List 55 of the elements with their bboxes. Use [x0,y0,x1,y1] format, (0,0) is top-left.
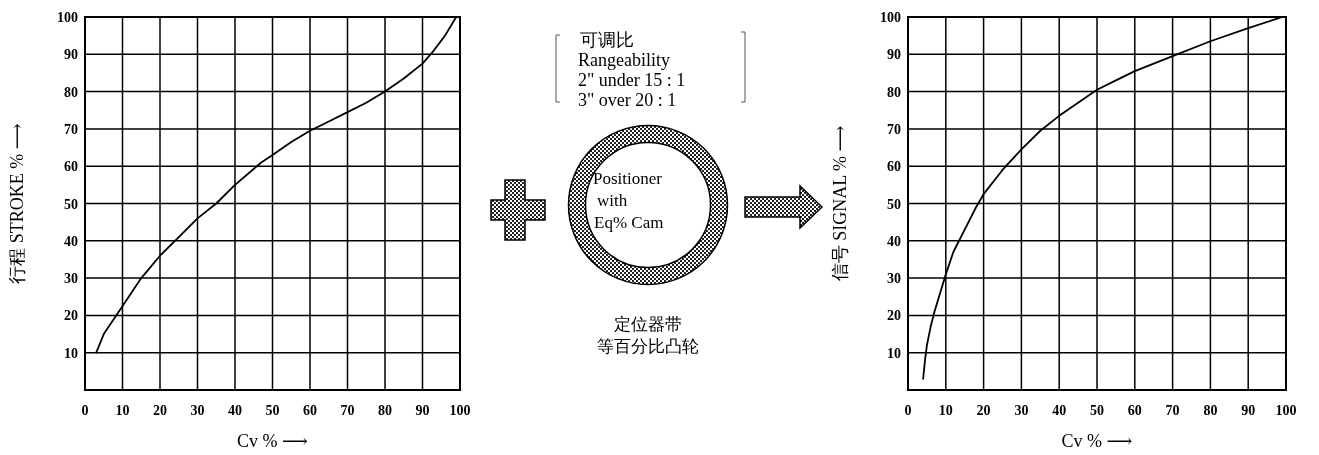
x-axis-title: Cv % ⟶ [237,431,309,451]
y-tick-label: 90 [887,47,901,63]
y-tick-label: 10 [887,345,901,361]
x-tick-label: 0 [81,403,89,418]
y-tick-label: 10 [64,345,78,361]
x-tick-label: 70 [340,403,355,418]
y-tick-label: 80 [64,84,78,100]
text: Eq% Cam [594,213,664,232]
x-tick-label: 50 [1090,403,1104,418]
x-tick-label: 90 [415,403,430,418]
y-tick-label: 90 [64,47,78,63]
x-tick-label: 50 [265,403,280,418]
y-tick-label: 60 [64,159,78,175]
x-tick-label: 90 [1241,403,1256,418]
y-tick-label: 80 [887,84,901,100]
y-tick-label: 50 [64,196,78,212]
x-tick-label: 40 [1052,403,1067,418]
text: 可调比 [580,29,634,50]
y-tick-label: 30 [64,271,78,287]
x-tick-label: 40 [228,403,242,418]
text: Positioner [593,169,663,188]
text: 等百分比凸轮 [597,336,699,356]
y-axis-title: 信号 SIGNAL % ⟶ [830,125,850,282]
x-tick-label: 80 [378,403,392,418]
y-tick-label: 100 [57,10,78,25]
y-tick-label: 20 [64,308,78,324]
x-tick-label: 0 [904,403,912,418]
x-tick-label: 100 [1275,403,1297,418]
x-axis-title: Cv % ⟶ [1061,431,1133,451]
x-tick-label: 10 [938,403,953,418]
text: 2" under 15 : 1 [578,70,686,90]
y-tick-label: 20 [887,308,901,324]
x-tick-label: 80 [1203,403,1218,418]
x-tick-label: 20 [153,403,167,418]
x-tick-label: 100 [449,403,471,418]
y-tick-label: 70 [64,121,78,137]
y-axis-title: 行程 STROKE % ⟶ [7,123,27,284]
y-tick-label: 30 [887,271,901,287]
text: 3" over 20 : 1 [578,90,677,110]
x-tick-label: 60 [303,403,317,418]
y-tick-label: 70 [887,121,901,137]
text: with [597,191,628,210]
text: Rangeability [578,50,670,70]
y-tick-label: 50 [887,196,901,212]
x-tick-label: 10 [115,403,130,418]
y-tick-label: 60 [887,159,901,175]
x-tick-label: 30 [190,403,205,418]
x-tick-label: 30 [1014,403,1029,418]
text: 定位器带 [614,314,682,334]
x-tick-label: 20 [976,403,991,418]
y-tick-label: 100 [880,10,901,25]
y-tick-label: 40 [887,233,901,249]
x-tick-label: 60 [1127,403,1142,418]
x-tick-label: 70 [1165,403,1180,418]
y-tick-label: 40 [64,233,78,249]
